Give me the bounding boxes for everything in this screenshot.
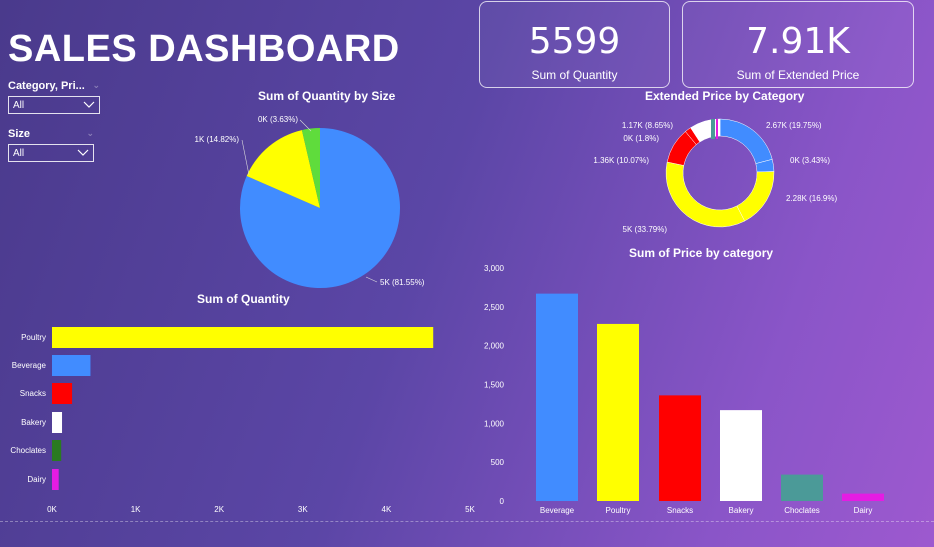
kpi-extended-price-value: 7.91K	[746, 21, 850, 62]
vbar-tick-label: 1,500	[484, 381, 505, 390]
vbar-bar[interactable]	[781, 474, 823, 501]
pie-label-line	[241, 139, 250, 176]
donut-slice[interactable]	[665, 161, 745, 228]
donut-chart-title: Extended Price by Category	[645, 89, 805, 103]
vbar-tick-label: 3,000	[484, 264, 505, 273]
kpi-quantity-label: Sum of Quantity	[531, 68, 618, 82]
vbar-bar[interactable]	[842, 493, 884, 501]
pie-slice[interactable]	[246, 130, 320, 208]
donut-slice[interactable]	[736, 171, 775, 222]
donut-slice[interactable]	[719, 118, 773, 164]
hbar-category-label: Dairy	[27, 475, 46, 484]
donut-data-label: 5K (33.79%)	[623, 225, 668, 234]
vbar-category-label: Beverage	[540, 506, 575, 515]
pie-data-label: 0K (3.63%)	[258, 115, 298, 124]
vbar-tick-label: 2,500	[484, 303, 505, 312]
chevron-down-icon[interactable]: ⌄	[92, 80, 100, 90]
pie-chart-title: Sum of Quantity by Size	[258, 89, 396, 103]
donut-data-label: 0K (1.8%)	[623, 134, 659, 143]
pie-label-line	[299, 119, 312, 132]
hbar-category-label: Poultry	[21, 333, 46, 342]
category-slicer-dropdown[interactable]: All	[8, 96, 100, 114]
donut-slice-dairy[interactable]	[716, 119, 718, 139]
chevron-down-icon[interactable]: ⌄	[86, 128, 94, 138]
vbar-bar[interactable]	[659, 395, 701, 501]
pie-label-line	[365, 276, 378, 283]
hbar-category-label: Choclates	[10, 446, 46, 455]
hbar-tick-label: 3K	[298, 505, 308, 514]
hbar-category-label: Beverage	[12, 361, 47, 370]
category-slicer-value: All	[13, 99, 25, 111]
pie-slice[interactable]	[240, 128, 401, 288]
hbar-bar[interactable]	[52, 355, 91, 376]
hbar-bar[interactable]	[52, 469, 59, 490]
vbar-category-label: Dairy	[854, 506, 873, 515]
vbar-category-label: Poultry	[606, 506, 631, 515]
hbar-bar[interactable]	[52, 440, 62, 461]
donut-data-label: 2.28K (16.9%)	[786, 194, 837, 203]
size-slicer-dropdown[interactable]: All	[8, 144, 94, 162]
donut-data-label: 1.17K (8.65%)	[622, 121, 673, 130]
vbar-bar[interactable]	[597, 323, 639, 501]
kpi-card-quantity[interactable]: 5599 Sum of Quantity	[479, 1, 670, 88]
hbar-tick-label: 2K	[214, 505, 224, 514]
donut-slice-choclates[interactable]	[711, 119, 715, 139]
pie-data-label: 1K (14.82%)	[195, 135, 240, 144]
donut-data-label: 1.36K (10.07%)	[593, 156, 649, 165]
hbar-tick-label: 5K	[465, 505, 475, 514]
vbar-tick-label: 500	[491, 458, 505, 467]
category-slicer-label: Category, Pri...	[8, 80, 85, 92]
hbar-bar[interactable]	[52, 327, 434, 348]
pie-data-label: 5K (81.55%)	[380, 278, 425, 287]
size-slicer-label: Size	[8, 128, 31, 140]
hbar-tick-label: 4K	[382, 505, 392, 514]
vbar-tick-label: 1,000	[484, 419, 505, 428]
vbar-tick-label: 2,000	[484, 342, 505, 351]
vbar-chart-title: Sum of Price by category	[629, 246, 774, 260]
hbar-bar[interactable]	[52, 412, 63, 433]
kpi-quantity-value: 5599	[528, 21, 621, 62]
category-slicer: Category, Pri... ⌄ All	[8, 80, 100, 114]
hbar-tick-label: 1K	[131, 505, 141, 514]
hbar-bar[interactable]	[52, 383, 73, 404]
hbar-category-label: Snacks	[20, 389, 46, 398]
size-slicer: Size ⌄ All	[8, 128, 94, 162]
hbar-chart-title: Sum of Quantity	[197, 292, 290, 306]
dashboard-title: SALES DASHBOARD	[8, 28, 400, 70]
pie-slice[interactable]	[301, 128, 320, 208]
chevron-down-icon	[77, 149, 89, 156]
vbar-bar[interactable]	[536, 293, 578, 501]
vbar-category-label: Bakery	[729, 506, 754, 515]
donut-data-label: 2.67K (19.75%)	[766, 121, 822, 130]
vbar-tick-label: 0	[500, 497, 505, 506]
chevron-down-icon	[83, 101, 95, 108]
hbar-tick-label: 0K	[47, 505, 57, 514]
donut-data-label: 0K (3.43%)	[790, 156, 830, 165]
hbar-category-label: Bakery	[21, 418, 46, 427]
kpi-card-extended-price[interactable]: 7.91K Sum of Extended Price	[682, 1, 914, 88]
kpi-extended-price-label: Sum of Extended Price	[736, 68, 860, 82]
vbar-category-label: Choclates	[784, 506, 820, 515]
divider	[0, 521, 934, 522]
size-slicer-value: All	[13, 147, 25, 159]
vbar-bar[interactable]	[720, 410, 762, 501]
vbar-category-label: Snacks	[667, 506, 693, 515]
